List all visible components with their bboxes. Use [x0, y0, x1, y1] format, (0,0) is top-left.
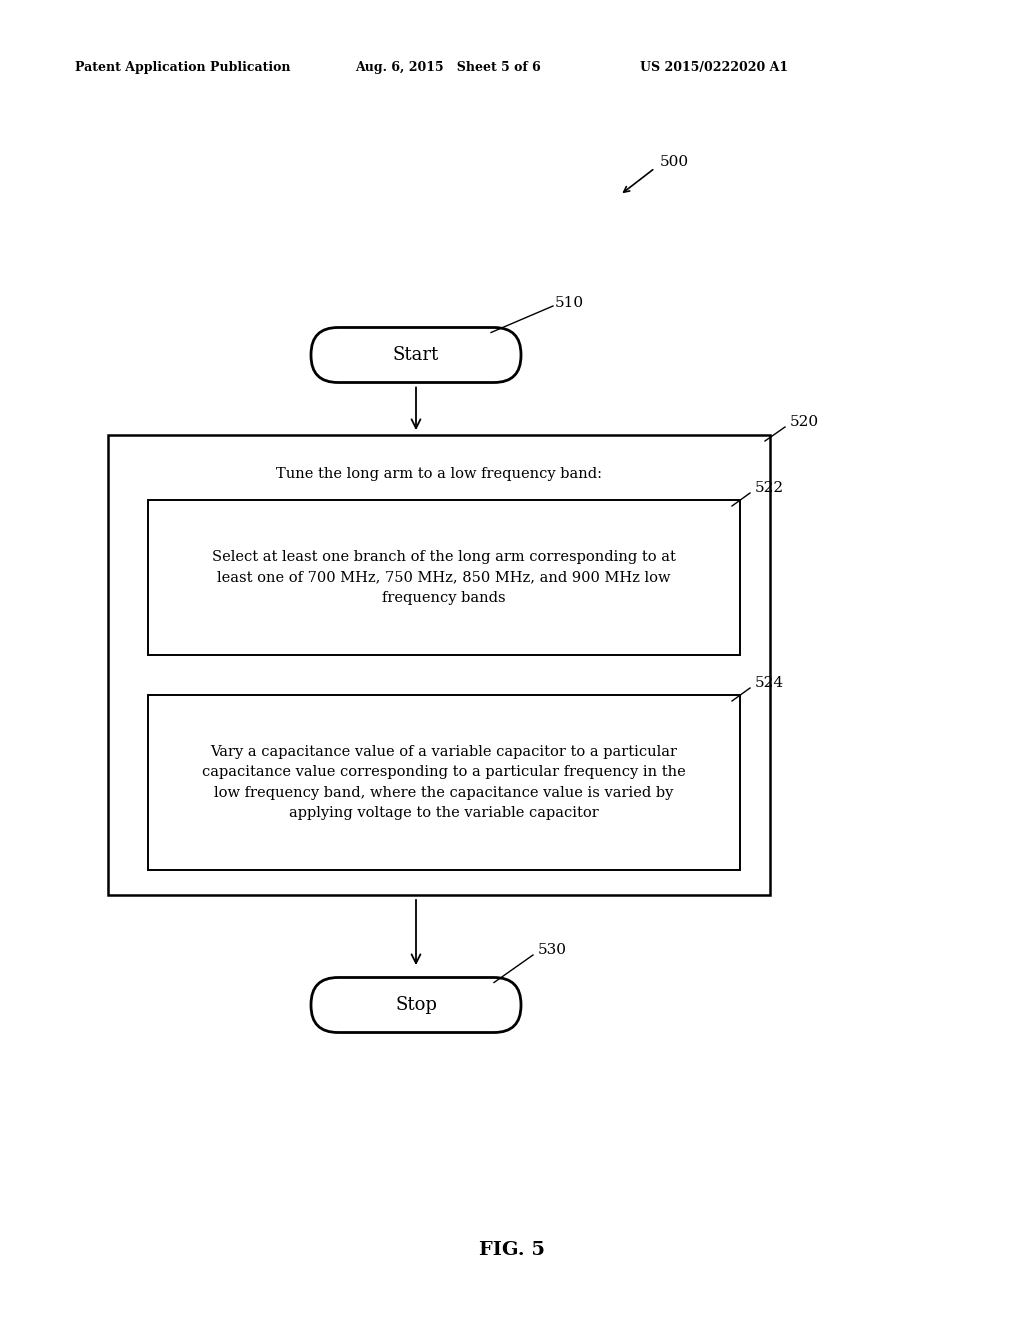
- Text: 530: 530: [538, 942, 567, 957]
- FancyBboxPatch shape: [311, 327, 521, 383]
- FancyBboxPatch shape: [311, 978, 521, 1032]
- Text: 524: 524: [755, 676, 784, 690]
- Text: US 2015/0222020 A1: US 2015/0222020 A1: [640, 62, 788, 74]
- Bar: [148, 696, 740, 870]
- Text: Aug. 6, 2015   Sheet 5 of 6: Aug. 6, 2015 Sheet 5 of 6: [355, 62, 541, 74]
- Text: 520: 520: [790, 414, 819, 429]
- Text: Vary a capacitance value of a variable capacitor to a particular
capacitance val: Vary a capacitance value of a variable c…: [202, 744, 686, 821]
- Text: FIG. 5: FIG. 5: [479, 1241, 545, 1259]
- Bar: [108, 436, 770, 895]
- Text: Start: Start: [393, 346, 439, 364]
- Text: 500: 500: [660, 154, 689, 169]
- Text: Stop: Stop: [395, 997, 437, 1014]
- Text: 510: 510: [555, 296, 584, 310]
- Text: Select at least one branch of the long arm corresponding to at
least one of 700 : Select at least one branch of the long a…: [212, 550, 676, 605]
- Text: Patent Application Publication: Patent Application Publication: [75, 62, 291, 74]
- Bar: [148, 500, 740, 655]
- Text: Tune the long arm to a low frequency band:: Tune the long arm to a low frequency ban…: [276, 467, 602, 480]
- Text: 522: 522: [755, 480, 784, 495]
